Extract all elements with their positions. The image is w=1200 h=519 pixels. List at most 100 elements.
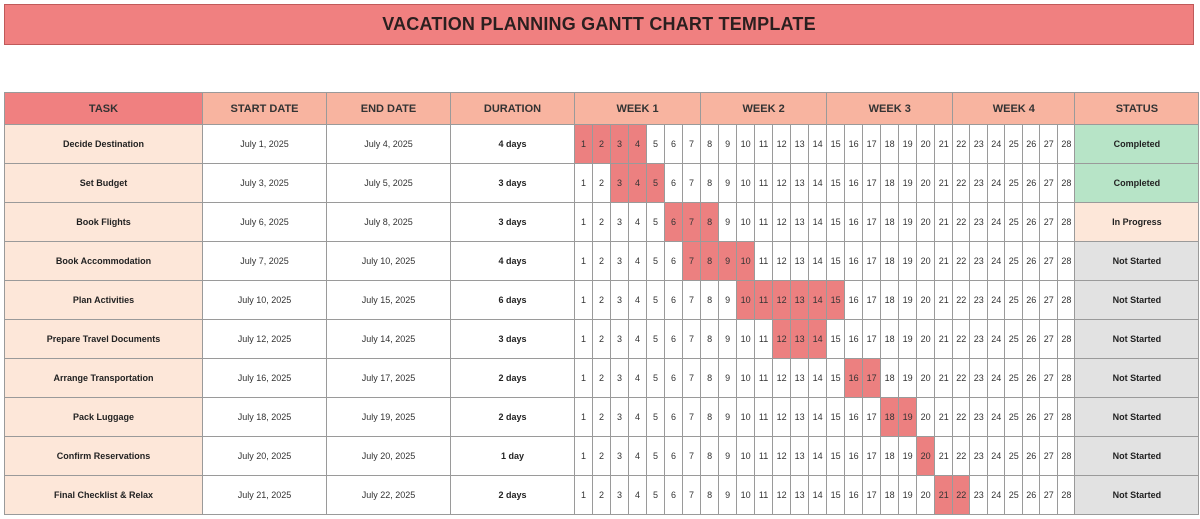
day-cell: 19 xyxy=(898,319,918,359)
day-cell: 22 xyxy=(952,202,971,242)
day-cell: 10 xyxy=(736,475,756,515)
gantt-bar-cell: 1 xyxy=(574,124,593,164)
gantt-bar-cell: 3 xyxy=(610,163,629,203)
day-cell: 12 xyxy=(772,163,792,203)
day-cell: 25 xyxy=(1004,319,1024,359)
day-cell: 16 xyxy=(844,280,864,320)
day-cell: 22 xyxy=(952,397,971,437)
end-date: July 17, 2025 xyxy=(326,358,451,398)
day-cell: 1 xyxy=(574,436,593,476)
day-cell: 23 xyxy=(969,124,989,164)
day-cell: 13 xyxy=(790,358,810,398)
day-cell: 18 xyxy=(880,124,900,164)
day-cell: 13 xyxy=(790,397,810,437)
day-cell: 27 xyxy=(1039,124,1059,164)
duration: 4 days xyxy=(450,124,575,164)
day-cell: 16 xyxy=(844,475,864,515)
start-date: July 7, 2025 xyxy=(202,241,327,281)
day-cell: 8 xyxy=(700,475,720,515)
day-cell: 28 xyxy=(1057,397,1076,437)
duration: 2 days xyxy=(450,397,575,437)
day-cell: 11 xyxy=(754,202,774,242)
day-cell: 4 xyxy=(628,241,647,281)
day-cell: 2 xyxy=(592,358,611,398)
day-cell: 20 xyxy=(916,475,936,515)
gantt-bar-cell: 10 xyxy=(736,280,756,320)
day-cell: 17 xyxy=(862,163,882,203)
day-cell: 26 xyxy=(1022,280,1041,320)
day-cell: 6 xyxy=(664,280,683,320)
day-cell: 19 xyxy=(898,280,918,320)
day-cell: 5 xyxy=(646,202,665,242)
end-date: July 5, 2025 xyxy=(326,163,451,203)
gantt-bar-cell: 21 xyxy=(934,475,954,515)
status-badge: Not Started xyxy=(1074,358,1200,398)
day-cell: 23 xyxy=(969,397,989,437)
start-date: July 21, 2025 xyxy=(202,475,327,515)
gantt-bar-cell: 16 xyxy=(844,358,864,398)
task-name: Final Checklist & Relax xyxy=(4,475,203,515)
day-cell: 11 xyxy=(754,241,774,281)
day-cell: 18 xyxy=(880,280,900,320)
day-cell: 12 xyxy=(772,202,792,242)
day-cell: 5 xyxy=(646,436,665,476)
task-name: Arrange Transportation xyxy=(4,358,203,398)
day-cell: 7 xyxy=(681,436,702,476)
day-cell: 2 xyxy=(592,436,611,476)
day-cell: 12 xyxy=(772,436,792,476)
day-cell: 28 xyxy=(1057,163,1076,203)
day-cell: 27 xyxy=(1039,475,1059,515)
day-cell: 6 xyxy=(664,319,683,359)
table-row: Decide Destination July 1, 2025 July 4, 20… xyxy=(4,124,1200,164)
day-cell: 8 xyxy=(700,280,720,320)
header-week-3: WEEK 3 xyxy=(826,92,954,125)
day-cell: 9 xyxy=(718,397,738,437)
day-cell: 16 xyxy=(844,202,864,242)
day-cell: 15 xyxy=(826,124,846,164)
task-name: Set Budget xyxy=(4,163,203,203)
day-cell: 24 xyxy=(987,397,1006,437)
day-cell: 1 xyxy=(574,202,593,242)
day-cell: 27 xyxy=(1039,241,1059,281)
duration: 3 days xyxy=(450,319,575,359)
day-cell: 3 xyxy=(610,202,629,242)
day-cell: 7 xyxy=(681,475,702,515)
day-cell: 26 xyxy=(1022,475,1041,515)
gantt-bar-cell: 10 xyxy=(736,241,756,281)
day-cell: 11 xyxy=(754,319,774,359)
day-cell: 12 xyxy=(772,358,792,398)
day-cell: 21 xyxy=(934,397,954,437)
duration: 2 days xyxy=(450,475,575,515)
day-cell: 26 xyxy=(1022,163,1041,203)
day-cell: 11 xyxy=(754,163,774,203)
header-start-date: START DATE xyxy=(202,92,327,125)
day-cell: 17 xyxy=(862,397,882,437)
day-cell: 10 xyxy=(736,319,756,359)
header-end-date: END DATE xyxy=(326,92,451,125)
day-cell: 4 xyxy=(628,436,647,476)
end-date: July 22, 2025 xyxy=(326,475,451,515)
day-cell: 15 xyxy=(826,202,846,242)
gantt-bar-cell: 20 xyxy=(916,436,936,476)
day-cell: 14 xyxy=(808,163,828,203)
status-badge: In Progress xyxy=(1074,202,1200,242)
gantt-bar-cell: 2 xyxy=(592,124,611,164)
day-cell: 3 xyxy=(610,241,629,281)
day-cell: 10 xyxy=(736,163,756,203)
day-cell: 26 xyxy=(1022,319,1041,359)
day-cell: 23 xyxy=(969,319,989,359)
day-cell: 1 xyxy=(574,319,593,359)
day-cell: 25 xyxy=(1004,358,1024,398)
day-cell: 28 xyxy=(1057,436,1076,476)
start-date: July 10, 2025 xyxy=(202,280,327,320)
day-cell: 5 xyxy=(646,280,665,320)
day-cell: 18 xyxy=(880,202,900,242)
day-cell: 1 xyxy=(574,475,593,515)
day-cell: 5 xyxy=(646,124,665,164)
day-cell: 9 xyxy=(718,319,738,359)
day-cell: 15 xyxy=(826,163,846,203)
day-cell: 2 xyxy=(592,319,611,359)
day-cell: 26 xyxy=(1022,436,1041,476)
day-cell: 4 xyxy=(628,202,647,242)
day-cell: 9 xyxy=(718,163,738,203)
